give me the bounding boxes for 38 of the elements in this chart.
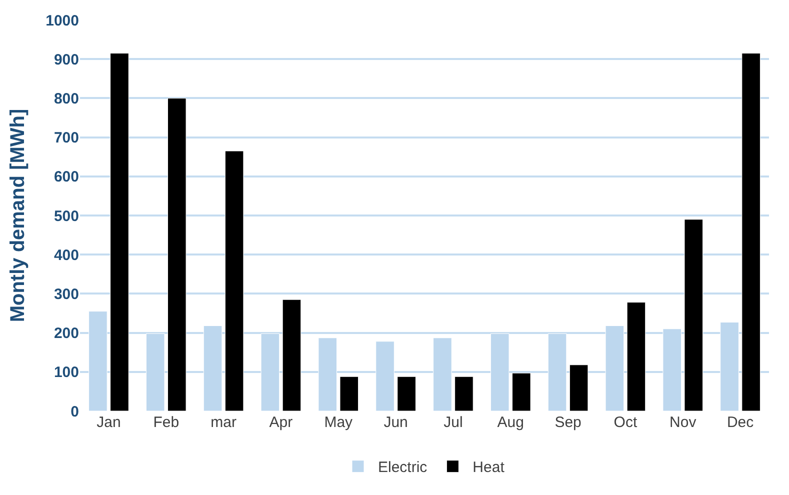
- x-tick-label: Oct: [614, 414, 638, 431]
- y-tick-label: 300: [54, 286, 79, 303]
- y-tick-label: 700: [54, 130, 79, 147]
- bar: [684, 219, 704, 411]
- y-tick-label: 100: [54, 364, 79, 382]
- y-tick-label: 200: [54, 325, 79, 342]
- x-tick-label: Jun: [384, 414, 408, 431]
- x-tick-label: Jul: [444, 414, 463, 431]
- x-tick-label: Sep: [554, 414, 582, 431]
- bar: [224, 150, 244, 411]
- x-tick-label: May: [324, 414, 354, 431]
- x-tick-label: mar: [210, 414, 236, 431]
- bar: [340, 376, 359, 411]
- x-tick-label: Feb: [153, 414, 180, 431]
- bar: [397, 376, 416, 411]
- bar: [626, 302, 646, 411]
- x-tick-label: Jan: [96, 414, 121, 431]
- x-tick-label: Apr: [269, 414, 293, 431]
- bar: [167, 98, 186, 411]
- legend-label: Heat: [472, 459, 506, 476]
- y-tick-label: 0: [70, 403, 79, 420]
- bar: [282, 299, 302, 411]
- bar: [569, 364, 588, 411]
- legend-label: Electric: [378, 459, 428, 476]
- y-tick-label: 600: [54, 168, 79, 186]
- bar: [512, 372, 531, 411]
- y-tick-label: 800: [54, 90, 79, 108]
- bar: [742, 52, 760, 411]
- x-tick-label: Dec: [726, 414, 754, 431]
- y-tick-label: 400: [54, 246, 79, 264]
- y-tick-label: 500: [54, 208, 79, 225]
- x-tick-label: Aug: [497, 414, 524, 431]
- y-tick-label: 900: [54, 51, 79, 68]
- bar: [454, 376, 474, 411]
- y-axis-title: Montly demand [MWh]: [7, 108, 30, 322]
- bar: [110, 52, 129, 411]
- x-tick-label: Nov: [670, 414, 697, 431]
- y-tick-label: 1000: [46, 12, 79, 30]
